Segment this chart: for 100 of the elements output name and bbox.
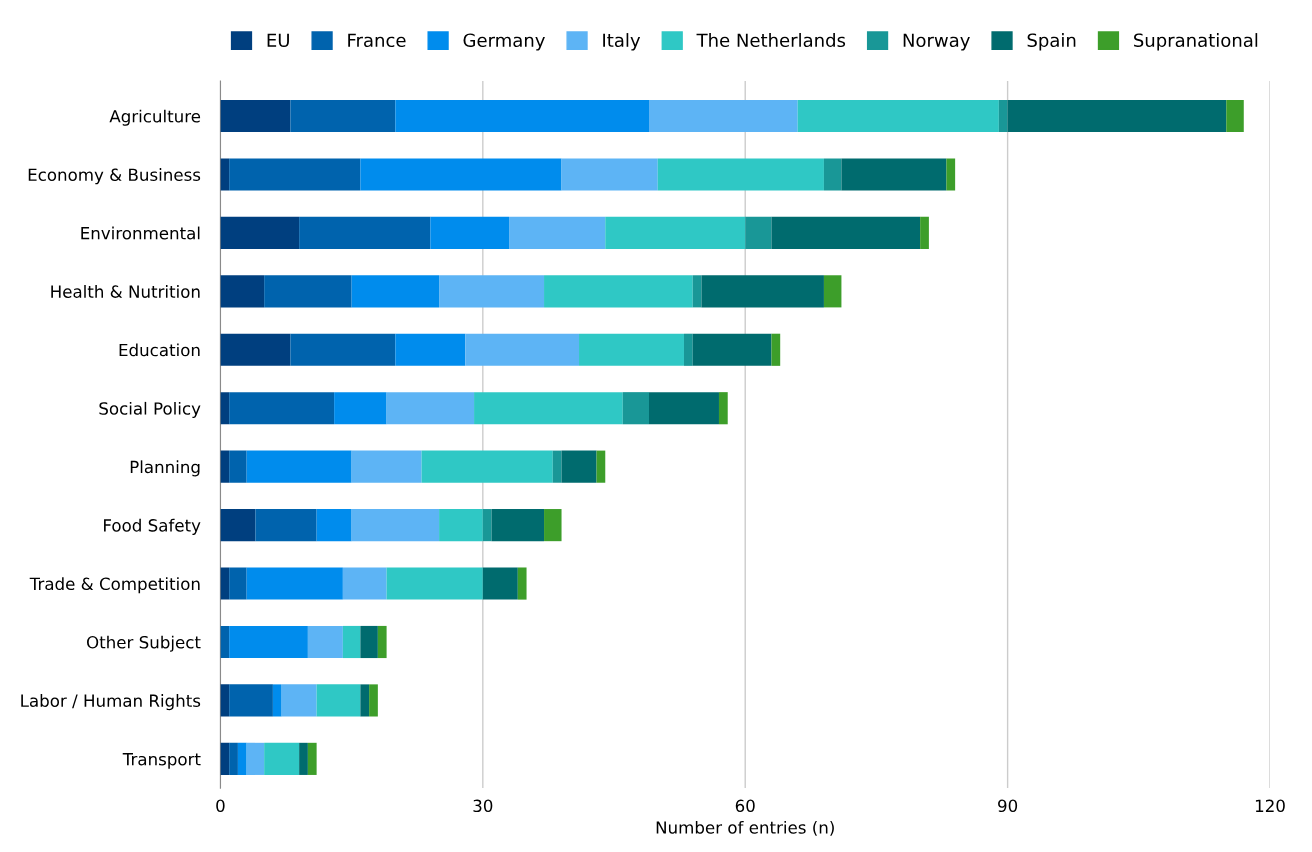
bar [316, 509, 352, 542]
bar [544, 509, 562, 542]
x-tick-label: 30 [473, 799, 493, 813]
bar [823, 275, 842, 308]
bar [316, 684, 361, 717]
bar [229, 567, 247, 600]
bar [237, 742, 247, 775]
bar [823, 158, 842, 191]
bar [439, 275, 545, 308]
bar [360, 625, 378, 659]
bar [544, 275, 693, 308]
bar [430, 216, 510, 249]
bar [229, 450, 247, 483]
bar [351, 509, 440, 542]
bar [692, 275, 702, 308]
bar [596, 450, 606, 483]
bar [517, 567, 527, 600]
bar [920, 216, 929, 249]
bar [351, 450, 422, 483]
y-tick-label: Labor / Human Rights [21, 694, 201, 711]
y-tick-label: Health & Nutrition [51, 285, 200, 298]
bar [220, 450, 230, 483]
bar [220, 392, 230, 425]
bar [229, 625, 308, 659]
bar [272, 684, 282, 717]
bar [683, 333, 693, 366]
bar [299, 742, 308, 775]
y-tick-label: Planning [130, 460, 200, 477]
bar [220, 158, 230, 191]
bar [841, 158, 947, 191]
bar [1007, 99, 1227, 133]
bar [342, 625, 361, 659]
bar [692, 333, 772, 366]
y-tick-label: Trade & Competition [29, 577, 200, 594]
bar [220, 684, 230, 717]
legend-label: EU [267, 33, 289, 48]
bar [307, 625, 343, 659]
bar [482, 567, 518, 600]
y-tick-label: Economy & Business [28, 168, 201, 185]
y-tick-label: Education [119, 343, 200, 357]
bar [290, 99, 396, 133]
bar [220, 333, 291, 366]
bar [771, 216, 921, 249]
bar [220, 567, 230, 600]
bar [246, 742, 265, 775]
bar [998, 99, 1008, 133]
bar [946, 158, 956, 191]
y-tick-label: Transport [122, 753, 201, 769]
legend-label: Italy [603, 33, 641, 51]
bar [386, 392, 475, 425]
bar [395, 333, 466, 366]
bar [229, 742, 238, 775]
bar [229, 392, 335, 425]
bar [246, 450, 352, 483]
bar [229, 158, 361, 191]
bar [255, 509, 317, 542]
bar [771, 333, 781, 366]
bar [281, 684, 317, 717]
bar [579, 333, 684, 366]
bar [649, 99, 798, 133]
y-tick-label: Agriculture [109, 109, 201, 126]
bar [439, 509, 483, 542]
bar [377, 625, 387, 659]
legend-label: France [348, 33, 406, 48]
x-tick-label: 0 [216, 799, 225, 813]
x-tick-label: 60 [735, 799, 755, 813]
bar [229, 684, 273, 717]
bar [745, 216, 772, 249]
bar [474, 392, 623, 425]
bar [561, 450, 597, 483]
bar [307, 742, 317, 775]
bar [465, 333, 580, 366]
bar [342, 567, 387, 600]
y-tick-label: Environmental [81, 226, 200, 240]
x-tick-label: 120 [1255, 799, 1285, 813]
bar [220, 275, 265, 308]
bar [605, 216, 746, 249]
bar [220, 216, 300, 249]
bar [220, 742, 230, 775]
bar [552, 450, 562, 483]
bar [701, 275, 824, 308]
bar [482, 509, 492, 542]
bar [246, 567, 343, 600]
x-axis-title: Number of entries (n) [656, 820, 834, 836]
bar [369, 684, 378, 717]
x-tick-label: 90 [998, 799, 1018, 813]
bar [351, 275, 440, 308]
bar [386, 567, 483, 600]
bar [622, 392, 649, 425]
y-tick-label: Social Policy [99, 401, 201, 419]
bar [290, 333, 396, 366]
y-tick-label: Other Subject [86, 635, 201, 652]
bar [360, 158, 562, 191]
bar [1226, 99, 1244, 133]
y-tick-label: Food Safety [104, 518, 201, 535]
bar [649, 392, 719, 425]
bar [360, 684, 370, 717]
bar [334, 392, 387, 425]
bar [299, 216, 431, 249]
bar [718, 392, 728, 425]
